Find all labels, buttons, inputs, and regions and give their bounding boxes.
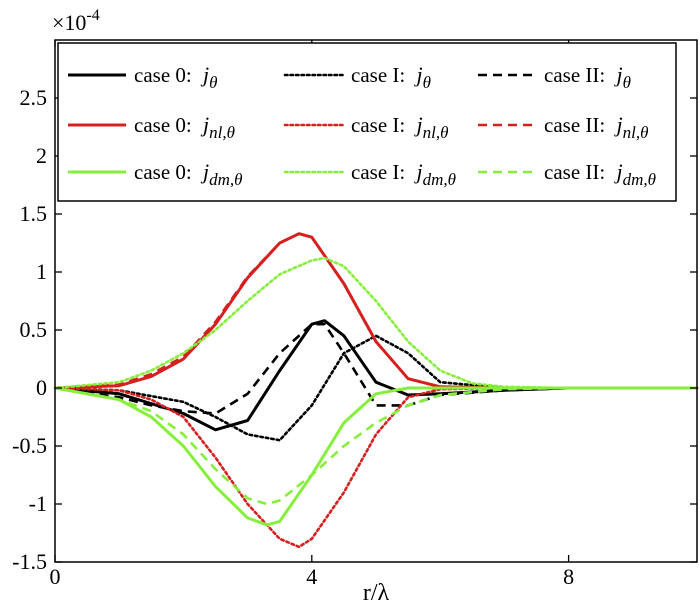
y-tick-label-4: 0.5 [20,317,48,342]
y-scale-exponent: -4 [86,7,99,24]
legend-label-5: case II: jnl,θ [544,112,648,142]
legend-label-8: case II: jdm,θ [544,159,656,189]
legend-label-3: case 0: jnl,θ [134,112,235,142]
series-line-8 [54,386,697,506]
legend-label-7: case I: jdm,θ [351,159,456,189]
legend: case 0: jθ case I: jθ case II: jθ case 0: j… [57,42,677,202]
y-tick-label-6: 1.5 [20,201,48,226]
y-tick-label-8: 2.5 [20,85,48,110]
x-axis-title: r/λ [363,580,390,606]
legend-label-6: case 0: jdm,θ [134,159,243,189]
y-scale-label: ×10-4 [52,7,100,35]
x-tick-label-2: 8 [563,564,574,589]
x-tick-label-1: 4 [306,564,317,589]
legend-box [57,42,677,202]
y-tick-label-5: 1 [36,259,47,284]
legend-label-1: case I: jθ [351,62,431,92]
y-tick-label-7: 2 [36,143,47,168]
series-line-7 [53,256,699,390]
ticks-layer: 0 4 8 -1.5 -1 -0.5 0 0.5 1 1.5 2 2.5 [12,40,697,589]
legend-label-4: case I: jnl,θ [351,112,448,142]
legend-label-0: case 0: jθ [134,62,217,92]
series-line-6 [54,386,697,527]
series-layer [53,232,699,549]
series-line-5 [54,232,697,390]
y-tick-label-1: -1 [29,491,47,516]
legend-label-2: case II: jθ [544,62,631,92]
series-line-3 [54,232,697,390]
y-tick-label-0: -1.5 [12,549,47,574]
series-line-4 [53,386,699,549]
plot-frame [54,39,698,563]
x-tick-label-0: 0 [50,564,61,589]
y-tick-label-2: -0.5 [12,433,47,458]
y-tick-label-3: 0 [36,375,47,400]
